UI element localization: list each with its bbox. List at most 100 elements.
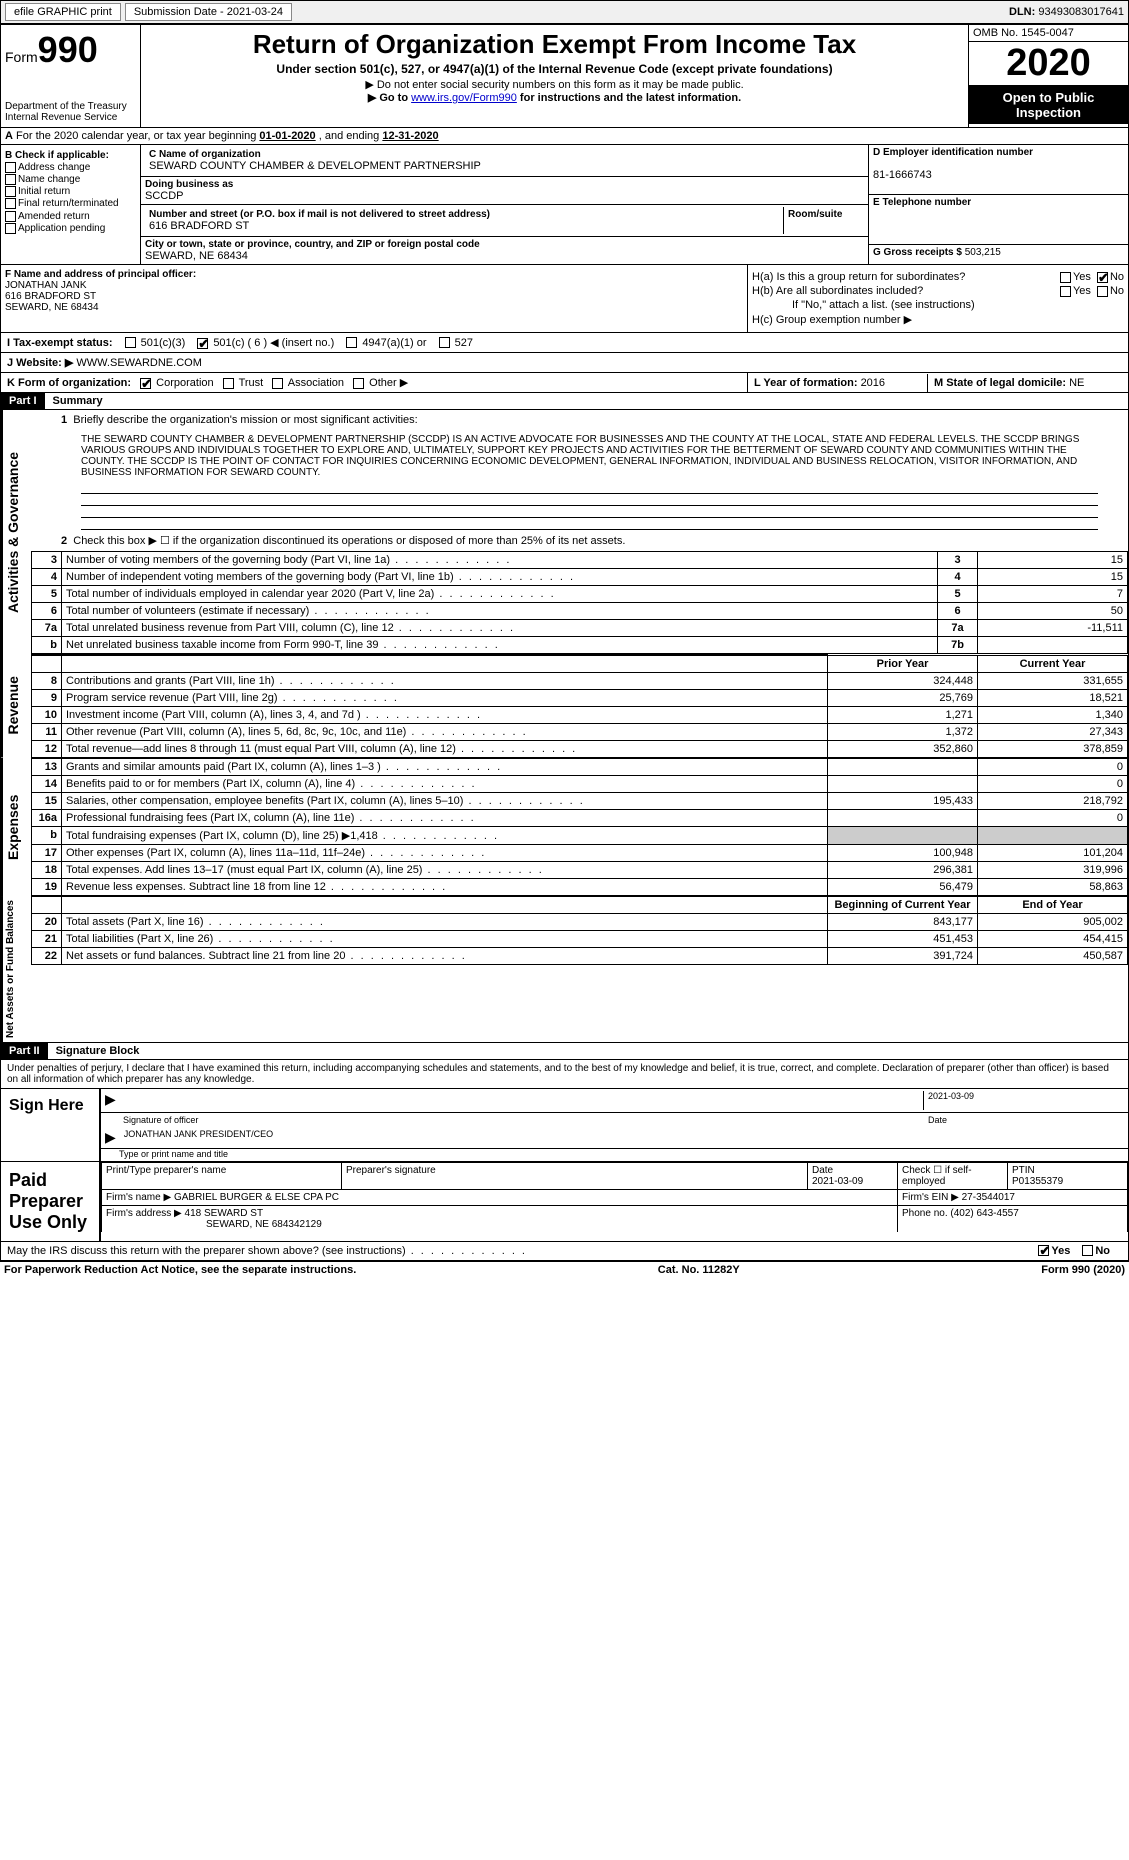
mission-text: THE SEWARD COUNTY CHAMBER & DEVELOPMENT …: [31, 430, 1128, 482]
dept-treasury: Department of the Treasury Internal Reve…: [5, 101, 136, 123]
cb-501c[interactable]: [197, 338, 208, 349]
line-num: 8: [32, 672, 62, 689]
header-grid: B Check if applicable: Address change Na…: [0, 145, 1129, 265]
prior-year-value: 25,769: [828, 689, 978, 706]
cb-association[interactable]: [272, 378, 283, 389]
cb-discuss-no[interactable]: [1082, 1245, 1093, 1256]
line-text: Total number of individuals employed in …: [62, 586, 938, 603]
row-i: I Tax-exempt status: 501(c)(3) 501(c) ( …: [0, 333, 1129, 353]
cb-hb-yes[interactable]: [1060, 286, 1071, 297]
tax-year: 2020: [969, 42, 1128, 86]
line-ref: 7b: [938, 637, 978, 654]
omb-number: OMB No. 1545-0047: [969, 25, 1128, 42]
irs-link[interactable]: www.irs.gov/Form990: [411, 92, 517, 104]
grid-fh: F Name and address of principal officer:…: [0, 265, 1129, 333]
line-text: Total revenue—add lines 8 through 11 (mu…: [62, 740, 828, 757]
cb-corporation[interactable]: [140, 378, 151, 389]
firm-address: 418 SEWARD ST: [185, 1208, 264, 1219]
begin-year-value: 843,177: [828, 913, 978, 930]
ptin: P01355379: [1012, 1176, 1063, 1187]
line-ref: 4: [938, 569, 978, 586]
page-footer: For Paperwork Reduction Act Notice, see …: [0, 1261, 1129, 1278]
dln-label: DLN: 93493083017641: [1009, 6, 1124, 18]
efile-print-button[interactable]: efile GRAPHIC print: [5, 3, 121, 21]
submission-date-button[interactable]: Submission Date - 2021-03-24: [125, 3, 292, 21]
line-value: [978, 637, 1128, 654]
signature-date: 2021-03-09: [924, 1091, 1124, 1110]
cb-hb-no[interactable]: [1097, 286, 1108, 297]
cb-final-return[interactable]: Final return/terminated: [5, 198, 136, 209]
cb-application-pending[interactable]: Application pending: [5, 223, 136, 234]
revenue-section: Revenue Prior YearCurrent Year 8Contribut…: [0, 654, 1129, 758]
col-current-year: Current Year: [978, 655, 1128, 672]
org-name: SEWARD COUNTY CHAMBER & DEVELOPMENT PART…: [149, 160, 481, 172]
paid-preparer-label: Paid Preparer Use Only: [1, 1162, 101, 1241]
revenue-table: Prior YearCurrent Year 8Contributions and…: [31, 654, 1128, 758]
line-num: 4: [32, 569, 62, 586]
row-j: J Website: ▶ WWW.SEWARDNE.COM: [0, 353, 1129, 373]
cb-other[interactable]: [353, 378, 364, 389]
part-i-header: Part ISummary: [0, 393, 1129, 410]
line-ref: 7a: [938, 620, 978, 637]
box-de: D Employer identification number 81-1666…: [868, 145, 1128, 264]
cb-initial-return[interactable]: Initial return: [5, 186, 136, 197]
street-address: 616 BRADFORD ST: [149, 220, 249, 232]
cb-trust[interactable]: [223, 378, 234, 389]
prior-year-value: 296,381: [828, 861, 978, 878]
discuss-row: May the IRS discuss this return with the…: [0, 1242, 1129, 1261]
form-number: Form990: [5, 29, 136, 71]
begin-year-value: 451,453: [828, 930, 978, 947]
cb-name-change[interactable]: Name change: [5, 174, 136, 185]
current-year-value: 378,859: [978, 740, 1128, 757]
firm-ein: 27-3544017: [962, 1192, 1015, 1203]
line-num: 14: [32, 775, 62, 792]
line-num: 5: [32, 586, 62, 603]
box-h: H(a) Is this a group return for subordin…: [748, 265, 1128, 332]
line-text: Total unrelated business revenue from Pa…: [62, 620, 938, 637]
expenses-table: 13Grants and similar amounts paid (Part …: [31, 758, 1128, 896]
end-year-value: 450,587: [978, 947, 1128, 964]
cb-501c3[interactable]: [125, 337, 136, 348]
line-text: Benefits paid to or for members (Part IX…: [62, 775, 828, 792]
line-text: Total fundraising expenses (Part IX, col…: [62, 826, 828, 844]
current-year-value: 319,996: [978, 861, 1128, 878]
cb-discuss-yes[interactable]: [1038, 1245, 1049, 1256]
line-text: Net unrelated business taxable income fr…: [62, 637, 938, 654]
cb-amended-return[interactable]: Amended return: [5, 211, 136, 222]
line-num: 7a: [32, 620, 62, 637]
end-year-value: 905,002: [978, 913, 1128, 930]
line-num: 15: [32, 792, 62, 809]
cb-ha-yes[interactable]: [1060, 272, 1071, 283]
city-state-zip: SEWARD, NE 68434: [145, 250, 248, 262]
cb-527[interactable]: [439, 337, 450, 348]
prior-year-value: 100,948: [828, 844, 978, 861]
line-text: Number of voting members of the governin…: [62, 552, 938, 569]
note-link: ▶ Go to www.irs.gov/Form990 for instruct…: [145, 91, 964, 104]
form-header: Form990 Department of the Treasury Inter…: [0, 24, 1129, 128]
cb-ha-no[interactable]: [1097, 272, 1108, 283]
cb-address-change[interactable]: Address change: [5, 162, 136, 173]
line-value: 7: [978, 586, 1128, 603]
current-year-value: 331,655: [978, 672, 1128, 689]
line-text: Contributions and grants (Part VIII, lin…: [62, 672, 828, 689]
side-label-expenses: Expenses: [1, 758, 31, 896]
line-text: Total assets (Part X, line 16): [62, 913, 828, 930]
line-num: 10: [32, 706, 62, 723]
side-label-revenue: Revenue: [1, 654, 31, 758]
preparer-date: 2021-03-09: [812, 1176, 863, 1187]
firm-phone: (402) 643-4557: [950, 1208, 1018, 1219]
col-begin-year: Beginning of Current Year: [828, 896, 978, 913]
line-text: Number of independent voting members of …: [62, 569, 938, 586]
prior-year-value: [828, 809, 978, 826]
current-year-value: 0: [978, 809, 1128, 826]
side-label-activities: Activities & Governance: [1, 410, 31, 654]
cb-4947[interactable]: [346, 337, 357, 348]
current-year-value: 218,792: [978, 792, 1128, 809]
line-text: Revenue less expenses. Subtract line 18 …: [62, 878, 828, 895]
note-ssn: ▶ Do not enter social security numbers o…: [145, 78, 964, 91]
col-prior-year: Prior Year: [828, 655, 978, 672]
line-value: -11,511: [978, 620, 1128, 637]
line-value: 15: [978, 552, 1128, 569]
cb-self-employed[interactable]: Check ☐ if self-employed: [898, 1162, 1008, 1189]
website: WWW.SEWARDNE.COM: [73, 357, 202, 369]
